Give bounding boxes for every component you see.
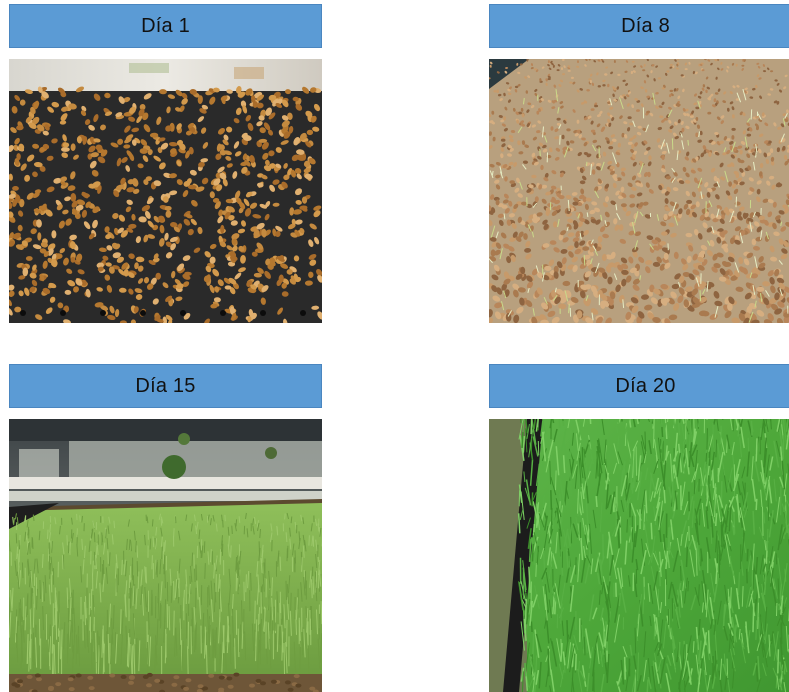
panel-day-8: Día 8 (489, 4, 789, 323)
panel-day-15: Día 15 (9, 364, 322, 692)
sprouting-wheat-seeds-photo (489, 59, 789, 323)
panel-label: Día 15 (9, 364, 322, 408)
young-wheatgrass-greenhouse-photo (9, 419, 322, 692)
panel-day-1: Día 1 (9, 4, 322, 323)
panel-label: Día 20 (489, 364, 789, 408)
panel-label: Día 8 (489, 4, 789, 48)
panel-day-20: Día 20 (489, 364, 789, 692)
mature-wheatgrass-tray-photo (489, 419, 789, 692)
panel-label: Día 1 (9, 4, 322, 48)
wheat-seeds-tray-photo (9, 59, 322, 323)
